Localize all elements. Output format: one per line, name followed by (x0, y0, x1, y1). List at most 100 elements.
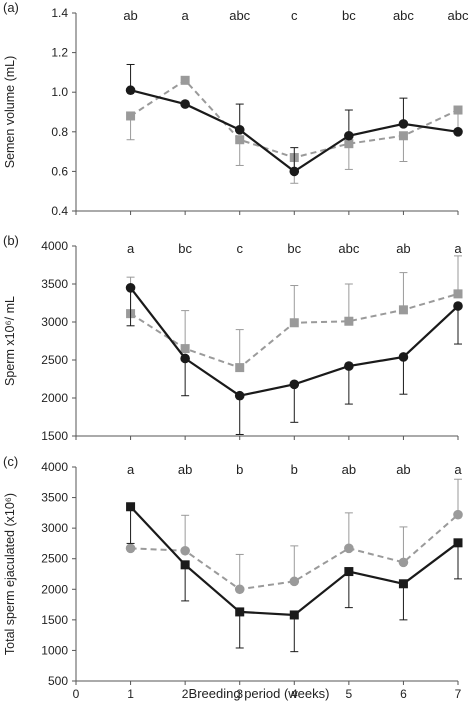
data-point (398, 119, 409, 129)
data-point (289, 576, 300, 587)
y-tick-label: 2500 (41, 353, 68, 367)
significance-letter: a (182, 8, 190, 23)
data-point (344, 316, 354, 326)
panel-label: (b) (3, 233, 19, 248)
x-tick-label: 1 (127, 687, 134, 701)
series-gray (125, 478, 463, 595)
data-point (398, 579, 408, 589)
x-tick-label: 3 (236, 687, 243, 701)
data-point (180, 545, 190, 556)
data-point (398, 131, 408, 141)
data-point (289, 379, 300, 390)
y-tick-label: 1.2 (51, 46, 68, 60)
significance-letter: c (291, 8, 298, 23)
significance-letter: a (454, 241, 462, 256)
x-tick-label: 6 (400, 687, 407, 701)
data-point (344, 130, 354, 141)
y-tick-label: 3000 (41, 315, 68, 329)
significance-letter: ab (396, 462, 410, 477)
data-point (180, 560, 190, 570)
y-tick-label: 3500 (41, 277, 68, 291)
data-point (398, 352, 409, 362)
series-line (130, 79, 459, 159)
y-tick-label: 4000 (41, 239, 68, 253)
significance-letter: ab (342, 462, 356, 477)
significance-letter: bc (287, 241, 301, 256)
y-tick-label: 1.0 (51, 85, 68, 99)
y-axis-label: Semen volume (mL) (3, 56, 17, 169)
data-point (234, 390, 245, 401)
y-tick-label: 2000 (41, 582, 68, 596)
y-tick-label: 3500 (41, 491, 68, 505)
significance-letter: abc (338, 241, 359, 256)
y-axis-label: Sperm x10⁶/ mL (3, 296, 17, 386)
significance-letter: ab (178, 462, 192, 477)
data-point (180, 75, 190, 85)
y-tick-label: 500 (48, 674, 68, 688)
significance-letter: abc (229, 8, 250, 23)
significance-letter: abc (393, 8, 414, 23)
significance-letter: c (236, 241, 243, 256)
data-point (344, 139, 354, 149)
panel-label: (a) (3, 0, 19, 15)
x-axis-label: Breeding period (weeks) (189, 686, 330, 701)
data-point (289, 610, 299, 620)
y-tick-label: 2000 (41, 391, 68, 405)
data-point (235, 135, 245, 145)
data-point (180, 353, 190, 364)
x-tick-label: 0 (73, 687, 80, 701)
data-point (180, 344, 190, 354)
data-point (235, 363, 245, 373)
significance-letter: b (291, 462, 298, 477)
significance-letter: b (236, 462, 243, 477)
y-tick-label: 2500 (41, 552, 68, 566)
data-point (453, 538, 463, 548)
data-point (344, 543, 354, 554)
data-point (344, 567, 354, 577)
significance-letter: ab (123, 8, 137, 23)
data-point (453, 289, 463, 299)
x-tick-label: 2 (182, 687, 189, 701)
series-black (126, 502, 463, 653)
y-tick-label: 1500 (41, 613, 68, 627)
data-point (398, 557, 409, 568)
data-point (125, 543, 136, 554)
data-point (453, 127, 463, 137)
data-point (453, 301, 463, 311)
significance-letter: bc (178, 241, 192, 256)
significance-letter: bc (342, 8, 356, 23)
data-point (180, 99, 190, 109)
significance-letter: abc (448, 8, 469, 23)
data-point (126, 111, 136, 121)
data-point (235, 607, 245, 617)
data-point (289, 166, 300, 177)
y-tick-label: 1500 (41, 429, 68, 443)
significance-letter: ab (396, 241, 410, 256)
x-tick-label: 5 (346, 687, 353, 701)
y-tick-label: 4000 (41, 460, 68, 474)
y-tick-label: 3000 (41, 521, 68, 535)
data-point (453, 105, 463, 115)
data-point (126, 502, 136, 512)
significance-letter: a (127, 462, 135, 477)
x-tick-label: 4 (291, 687, 298, 701)
data-point (125, 283, 136, 293)
y-tick-label: 0.6 (51, 164, 68, 178)
y-axis-label: Total sperm ejaculated (x10⁶) (3, 493, 17, 655)
data-point (453, 509, 463, 520)
data-point (289, 318, 299, 328)
data-point (398, 305, 408, 315)
series-gray (126, 255, 463, 373)
data-point (344, 361, 354, 371)
series-black (125, 63, 463, 177)
significance-letter: a (127, 241, 135, 256)
data-point (125, 85, 136, 96)
data-point (234, 125, 245, 135)
series-black (125, 283, 463, 435)
y-tick-label: 1.4 (51, 6, 68, 20)
significance-letter: a (454, 462, 462, 477)
y-tick-label: 0.8 (51, 125, 68, 139)
data-point (234, 584, 245, 595)
x-tick-label: 7 (455, 687, 462, 701)
